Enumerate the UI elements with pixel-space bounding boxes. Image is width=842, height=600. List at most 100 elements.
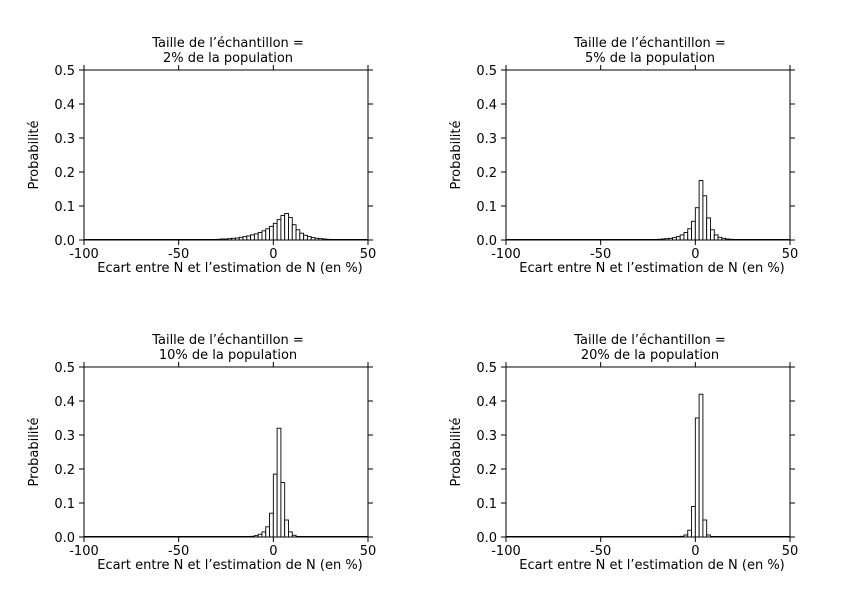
histogram-bar (257, 232, 263, 241)
y-tick-label: 0.1 (54, 200, 75, 215)
x-axis-label: Ecart entre N et l’estimation de N (en %… (97, 558, 363, 573)
chart-panel-2: 0.0 0.1 0.2 0.3 0.4 0.5 -100 -50 0 50 Taille de l’… (449, 36, 798, 276)
y-tick-label: 0.0 (476, 531, 497, 546)
histogram-bar (679, 234, 685, 241)
histogram-bar (675, 236, 681, 241)
axes-frame (83, 69, 369, 241)
chart-panel-1: 0.0 0.1 0.2 0.3 0.4 0.5 -100 -50 0 50 Taille de l’… (27, 36, 376, 276)
x-tick-label: 0 (269, 247, 277, 262)
axes-frame (83, 366, 369, 538)
x-axis-label: Ecart entre N et l’estimation de N (en %… (97, 261, 363, 276)
histogram-bar (303, 234, 308, 241)
chart-title-line1: Taille de l’échantillon = (573, 36, 726, 51)
x-tick-label: -50 (590, 544, 611, 559)
x-tick-label: -100 (69, 247, 99, 262)
y-tick-label: 0.3 (54, 132, 75, 147)
y-tick-label: 0.5 (476, 361, 497, 376)
y-tick-label: 0.4 (476, 98, 497, 113)
histogram-bar (280, 215, 286, 241)
x-tick-label: -50 (168, 247, 189, 262)
chart-panel-3: 0.0 0.1 0.2 0.3 0.4 0.5 -100 -50 0 50 Taille de l’… (27, 333, 376, 573)
chart-title-line2: 10% de la population (159, 348, 297, 363)
x-tick-label: -100 (69, 544, 99, 559)
histogram-bar (702, 519, 708, 538)
x-tick-label: -100 (491, 247, 521, 262)
histogram-bar (246, 235, 252, 241)
y-tick-label: 0.3 (476, 132, 497, 147)
histogram-bar (295, 229, 301, 241)
histogram-bar (253, 233, 259, 241)
histogram-bar (706, 217, 711, 241)
histogram-bar (306, 236, 312, 241)
x-axis-label: Ecart entre N et l’estimation de N (en %… (519, 261, 785, 276)
histogram-bar (691, 220, 696, 241)
y-tick-label: 0.0 (54, 234, 75, 249)
histogram-bar (694, 207, 700, 241)
chart-panel-4: 0.0 0.1 0.2 0.3 0.4 0.5 -100 -50 0 50 Taille de l’… (449, 333, 798, 573)
y-tick-label: 0.5 (54, 64, 75, 79)
y-tick-label: 0.5 (54, 361, 75, 376)
histogram-bar (691, 505, 696, 538)
histogram-bar (687, 228, 693, 241)
histogram-bar (272, 222, 278, 241)
y-axis-label: Probabilité (449, 417, 464, 486)
x-tick-label: 50 (360, 544, 377, 559)
x-axis-label: Ecart entre N et l’estimation de N (en %… (519, 558, 785, 573)
x-tick-label: 50 (782, 544, 799, 559)
histogram-bar (299, 232, 305, 241)
histogram-bar (713, 234, 719, 241)
histogram-bar (683, 232, 689, 241)
histogram-bar (288, 531, 293, 538)
axes-frame (505, 366, 791, 538)
histogram-bar (288, 217, 293, 241)
histogram-bar (265, 228, 271, 241)
histogram-bar (284, 213, 289, 241)
x-tick-label: 0 (691, 544, 699, 559)
histogram-bar (284, 519, 289, 538)
x-tick-label: 50 (360, 247, 377, 262)
x-tick-label: -100 (491, 544, 521, 559)
x-tick-label: 0 (691, 247, 699, 262)
chart-title-line2: 5% de la population (585, 51, 715, 66)
y-tick-label: 0.2 (476, 463, 497, 478)
x-tick-label: 50 (782, 247, 799, 262)
y-tick-label: 0.5 (476, 64, 497, 79)
y-axis-label: Probabilité (449, 120, 464, 189)
y-tick-label: 0.2 (476, 166, 497, 181)
y-axis-label: Probabilité (27, 120, 42, 189)
y-tick-label: 0.4 (54, 98, 75, 113)
histogram-bar (698, 180, 704, 241)
histogram-bar (694, 417, 700, 538)
histogram-bar (265, 526, 271, 538)
x-tick-label: -50 (590, 247, 611, 262)
histogram-bar (242, 236, 248, 241)
y-tick-label: 0.1 (476, 497, 497, 512)
y-tick-label: 0.2 (54, 463, 75, 478)
y-tick-label: 0.4 (476, 395, 497, 410)
histogram-bar (261, 230, 267, 241)
histogram-bar (269, 512, 274, 538)
histogram-bar (261, 531, 267, 538)
histogram-bar (687, 529, 693, 538)
y-axis-label: Probabilité (27, 417, 42, 486)
histogram-bar (698, 393, 704, 538)
x-tick-label: 0 (269, 544, 277, 559)
chart-title-line1: Taille de l’échantillon = (151, 36, 304, 51)
chart-title-line2: 2% de la population (163, 51, 293, 66)
histogram-bar (269, 225, 274, 241)
chart-title-line1: Taille de l’échantillon = (151, 333, 304, 348)
histogram-bar (280, 482, 286, 538)
histogram-bar (710, 229, 715, 241)
chart-title-line2: 20% de la population (581, 348, 719, 363)
histogram-bar (250, 234, 255, 241)
histogram-bar (276, 219, 282, 241)
y-tick-label: 0.4 (54, 395, 75, 410)
y-tick-label: 0.3 (54, 429, 75, 444)
y-tick-label: 0.1 (54, 497, 75, 512)
y-tick-label: 0.3 (476, 429, 497, 444)
histogram-bar (272, 473, 278, 538)
axes-frame (505, 69, 791, 241)
histogram-bar (291, 224, 297, 241)
